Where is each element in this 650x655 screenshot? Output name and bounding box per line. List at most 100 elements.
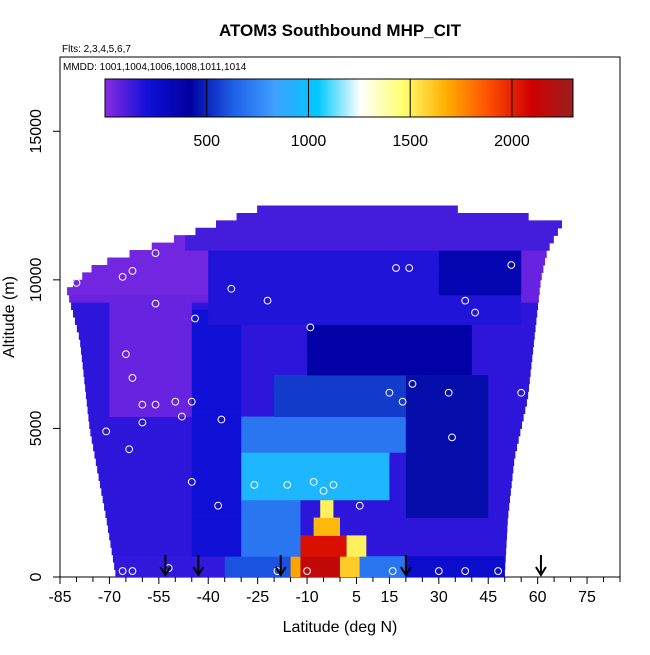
- heat-cell: [405, 374, 489, 377]
- sample-point: [125, 445, 134, 454]
- heat-cell: [208, 302, 522, 311]
- heat-cell: [224, 519, 301, 527]
- coverage-strip: [76, 324, 536, 333]
- heat-cell: [313, 520, 340, 529]
- heat-cell: [208, 272, 522, 281]
- sample-point: [138, 418, 147, 427]
- x-tick-label: -85: [48, 589, 71, 606]
- heat-cell: [405, 465, 489, 474]
- heat-cell: [191, 370, 242, 379]
- heat-cell: [191, 348, 242, 357]
- heat-cell: [257, 205, 458, 214]
- sample-point: [434, 567, 443, 575]
- sample-point: [388, 567, 397, 575]
- sample-point: [405, 264, 414, 272]
- heat-cell: [346, 535, 367, 542]
- heat-cell: [438, 257, 522, 266]
- x-tick-label: -25: [246, 589, 269, 606]
- heat-cell: [438, 279, 522, 288]
- sample-point: [319, 486, 328, 495]
- heat-cell: [241, 484, 390, 493]
- sample-point: [329, 480, 338, 489]
- heat-cell: [320, 510, 334, 519]
- heat-cell: [191, 333, 242, 342]
- heat-cell: [224, 504, 301, 513]
- chart-title: ATOM3 Southbound MHP_CIT: [219, 21, 462, 40]
- heat-cell: [109, 294, 192, 299]
- heat-cell: [191, 511, 242, 520]
- sample-point: [187, 397, 196, 406]
- heat-cell: [405, 502, 489, 511]
- heat-cell: [405, 487, 489, 496]
- heat-cell: [224, 562, 291, 571]
- sample-point: [171, 397, 180, 406]
- sample-point: [563, 222, 572, 231]
- heat-cell: [191, 415, 242, 423]
- heat-cell: [313, 527, 340, 536]
- heat-cell: [191, 355, 242, 364]
- heat-cell: [191, 400, 242, 409]
- heat-cell: [191, 377, 242, 386]
- heat-cell: [241, 492, 390, 501]
- heat-cell: [346, 541, 367, 550]
- heat-cell: [405, 376, 489, 385]
- heat-cell: [405, 510, 489, 519]
- heat-cell: [129, 250, 209, 259]
- sample-points: [72, 222, 572, 575]
- heat-cell: [241, 429, 406, 438]
- sample-point: [121, 350, 130, 359]
- colorbar: 500 1000 1500 2000: [104, 78, 574, 150]
- flight-arrow: [159, 555, 172, 577]
- heat-cell: [359, 556, 406, 563]
- heat-cell: [208, 279, 522, 288]
- heat-cell: [109, 334, 192, 343]
- colorbar-tick-label: 1500: [392, 133, 428, 150]
- heat-cell: [216, 220, 562, 229]
- heat-cell: [224, 556, 291, 563]
- heat-cell: [191, 340, 242, 349]
- heat-cell: [109, 379, 192, 388]
- heat-cell: [405, 383, 489, 392]
- x-tick-label: 60: [529, 589, 547, 606]
- heat-cell: [109, 364, 192, 373]
- heat-cell: [116, 569, 225, 577]
- heat-cell: [241, 444, 406, 453]
- heat-cell: [82, 272, 209, 281]
- flight-arrow: [535, 555, 547, 577]
- heat-cell: [191, 452, 242, 461]
- y-axis-label: Altitude (m): [1, 276, 18, 358]
- heat-cell: [191, 444, 242, 453]
- heat-cell: [405, 458, 489, 467]
- sample-point: [309, 478, 318, 486]
- heat-cell: [405, 435, 489, 444]
- sample-point: [191, 314, 199, 323]
- heat-cell: [208, 257, 522, 266]
- heat-cell: [116, 556, 225, 563]
- heat-cell: [191, 363, 242, 371]
- heat-cell: [307, 352, 472, 361]
- sample-point: [187, 478, 196, 486]
- heat-cell: [109, 409, 192, 418]
- x-tick-label: -70: [98, 589, 121, 606]
- sample-point: [128, 267, 137, 275]
- heat-cell: [405, 398, 489, 407]
- y-tick-label: 15000: [28, 109, 45, 154]
- flight-arrow: [400, 555, 412, 577]
- heat-cell: [109, 357, 192, 366]
- sample-point: [214, 501, 223, 510]
- sample-point: [306, 323, 315, 332]
- x-tick-label: 45: [479, 589, 497, 606]
- heat-cell: [116, 562, 225, 571]
- heat-cell: [300, 548, 347, 557]
- heat-cell: [346, 548, 367, 557]
- sample-point: [128, 374, 137, 382]
- x-tick-label: 30: [430, 589, 448, 606]
- heat-cell: [241, 455, 390, 464]
- heat-cell: [300, 535, 347, 542]
- colorbar-ramp: [104, 78, 574, 118]
- heat-cell: [109, 401, 192, 410]
- heat-cell: [191, 548, 242, 557]
- heat-cell: [109, 319, 192, 328]
- sample-point: [250, 480, 259, 489]
- sample-point: [444, 388, 453, 397]
